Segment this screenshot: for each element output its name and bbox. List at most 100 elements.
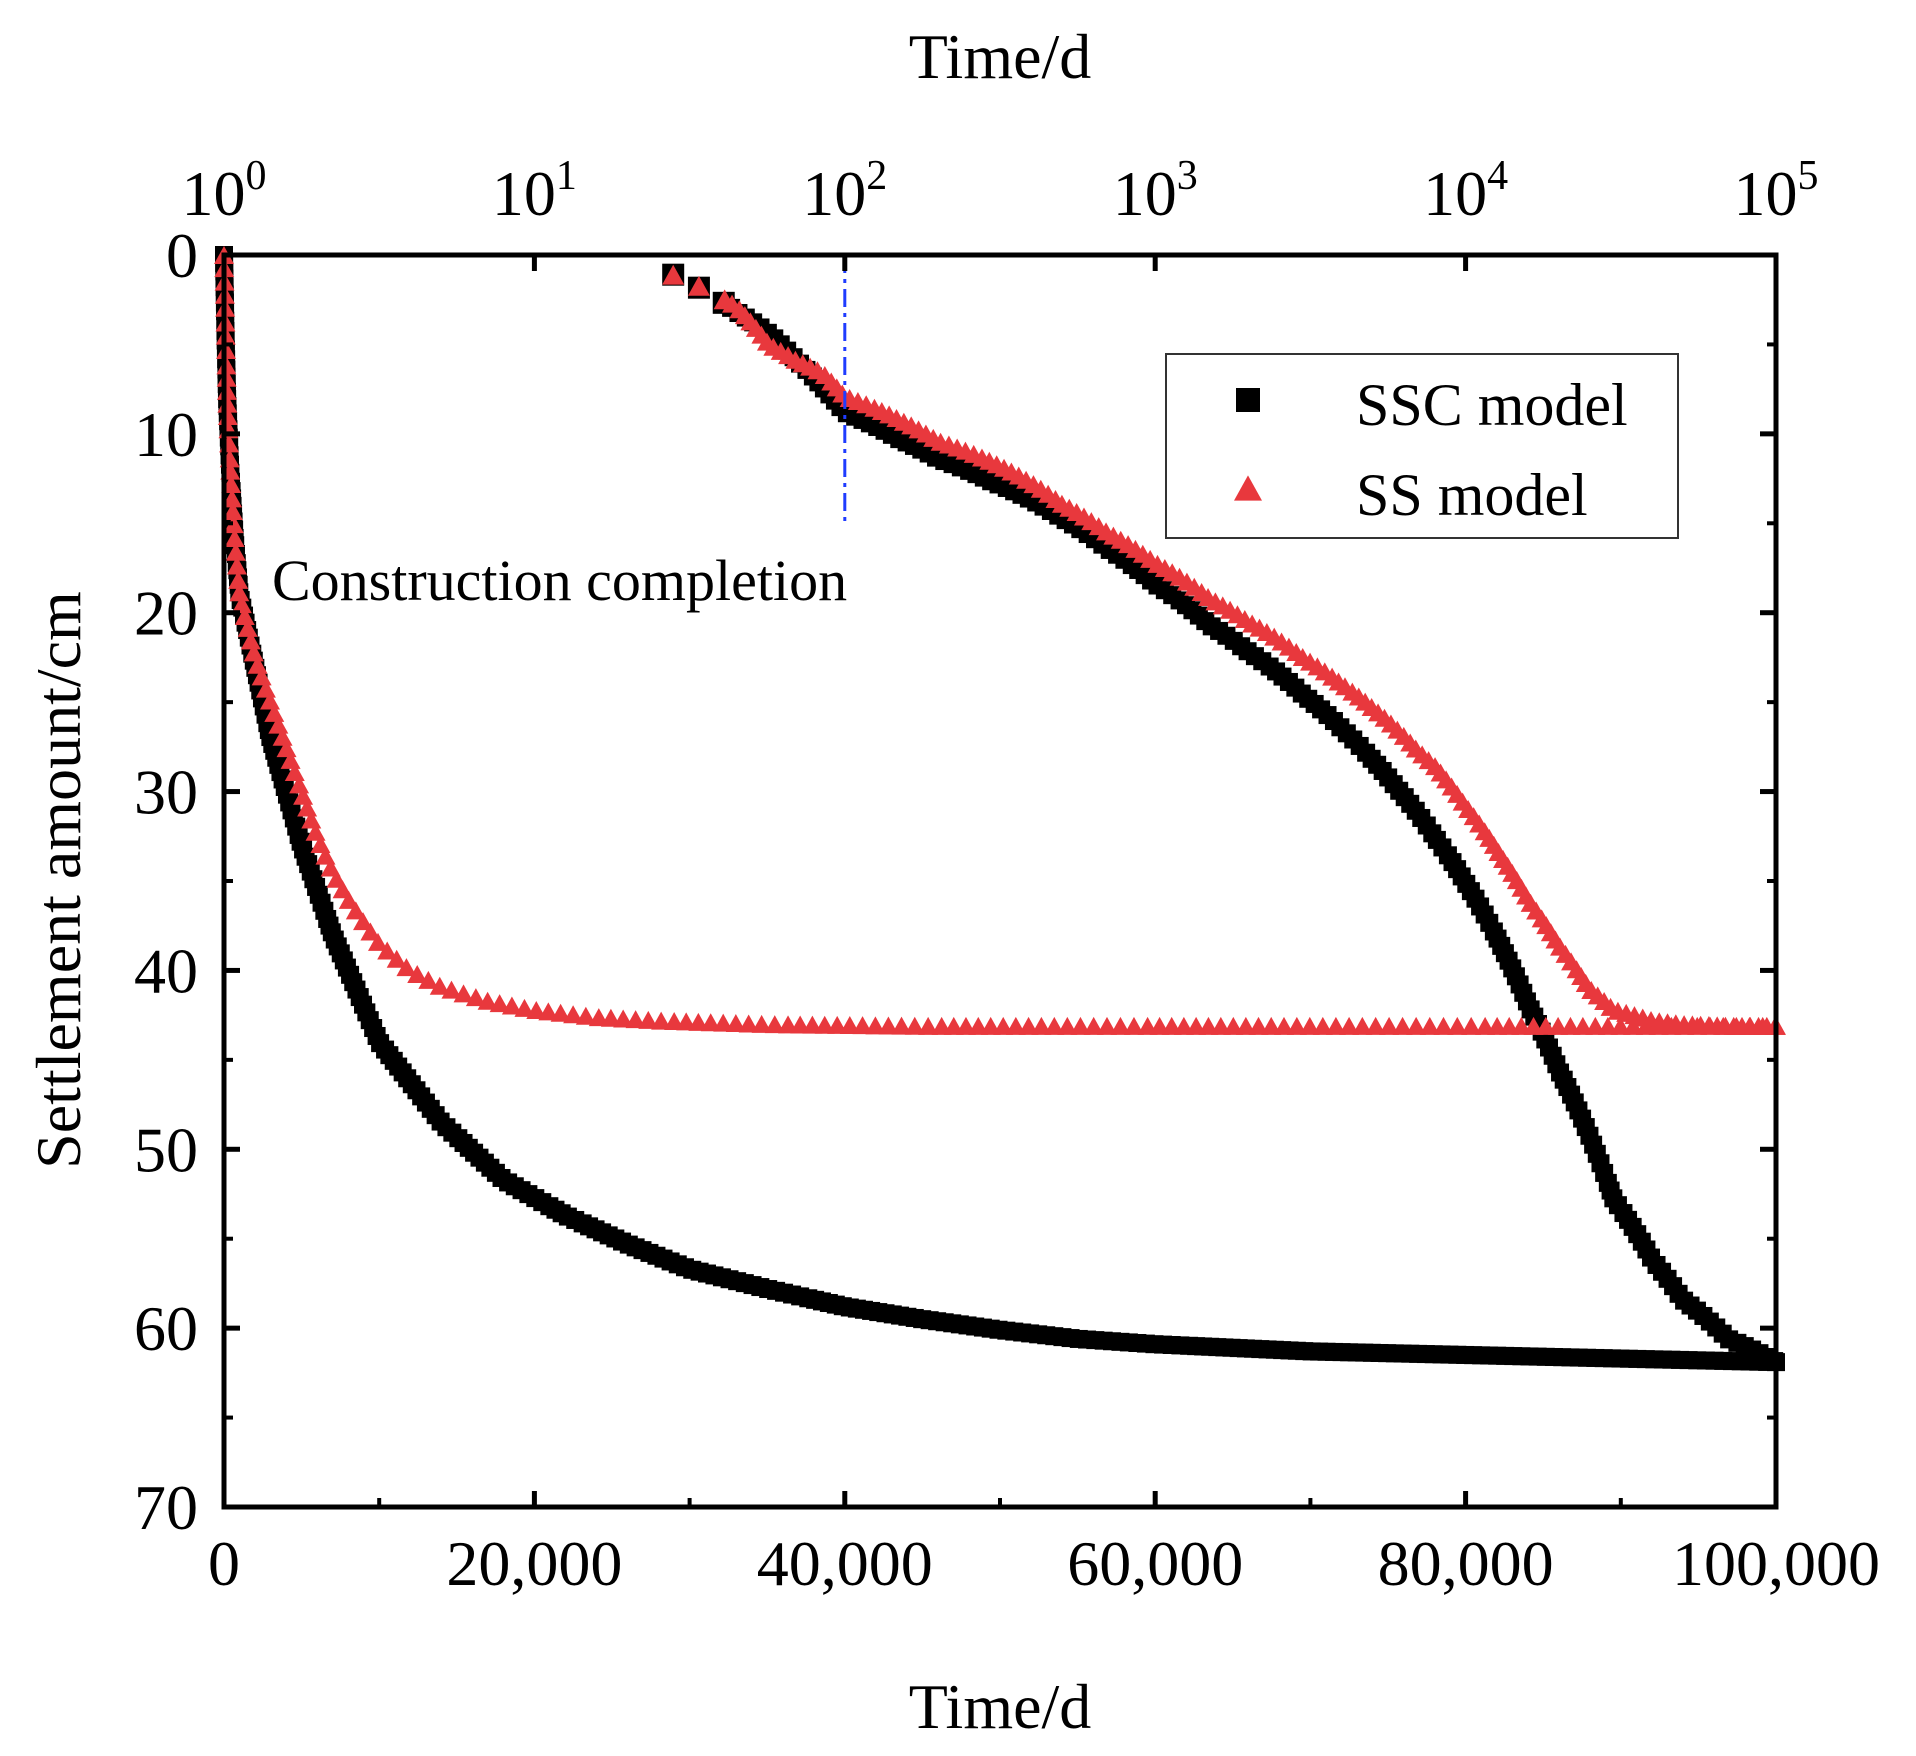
ss-point: [839, 1016, 860, 1035]
ss-point: [226, 556, 247, 575]
ss-point: [301, 810, 322, 829]
ss-point: [489, 994, 510, 1013]
ss-point: [1392, 1016, 1413, 1035]
ss-point: [878, 1016, 899, 1035]
ss-point: [550, 1003, 571, 1022]
ss-point: [852, 1016, 873, 1035]
ss-point: [725, 1014, 746, 1033]
ss-point: [526, 1000, 547, 1019]
ss-point: [600, 1008, 621, 1027]
ss-point: [228, 570, 249, 589]
x-top-tick-label: 104: [1423, 153, 1508, 229]
ss-point: [1031, 1016, 1052, 1035]
ss-point: [687, 275, 710, 296]
ss-point: [1365, 1016, 1386, 1035]
ss-point: [1352, 1016, 1373, 1035]
ss-point: [418, 970, 439, 989]
ss-point: [651, 1011, 672, 1030]
ss-point: [501, 996, 522, 1015]
ss-point: [1379, 1016, 1400, 1035]
ss-point: [251, 667, 272, 686]
x-top-tick-label: 102: [802, 153, 887, 229]
legend-triangle-icon: [1234, 475, 1262, 501]
y-tick-label: 30: [134, 757, 198, 828]
ss-point: [1097, 1016, 1118, 1035]
ss-point: [224, 528, 245, 547]
ss-point: [625, 1010, 646, 1029]
ss-point: [751, 1014, 772, 1033]
ss-point: [993, 1016, 1014, 1035]
ss-point: [1070, 1016, 1091, 1035]
x-bottom-tick-label: 0: [208, 1528, 240, 1599]
ss-point: [891, 1016, 912, 1035]
ss-point: [1610, 1016, 1631, 1035]
ss-point: [827, 1015, 848, 1034]
ss-point: [396, 958, 417, 977]
ss-point: [237, 618, 258, 637]
ss-point: [662, 264, 685, 285]
ss-point: [1339, 1016, 1360, 1035]
ss-point: [284, 762, 305, 781]
ss-point: [222, 489, 243, 508]
ss-point: [538, 1002, 559, 1021]
legend: SSC model SS model: [1165, 353, 1679, 539]
ss-point: [338, 890, 359, 909]
ss-point: [407, 965, 428, 984]
y-tick-label: 50: [134, 1114, 198, 1185]
x-bottom-tick-label: 60,000: [1067, 1528, 1243, 1599]
ss-point: [814, 1015, 835, 1034]
ss-point: [229, 583, 250, 602]
ss-point: [386, 949, 407, 968]
top-axis-title: Time/d: [909, 21, 1092, 92]
ss-point: [367, 932, 388, 951]
ss-point: [1461, 1016, 1482, 1035]
ss-point: [1273, 1016, 1294, 1035]
bottom-axis-title: Time/d: [909, 1671, 1092, 1742]
ss-point: [345, 901, 366, 920]
x-bottom-tick-label: 40,000: [757, 1528, 933, 1599]
x-bottom-tick-label: 80,000: [1378, 1528, 1554, 1599]
ss-point: [268, 715, 289, 734]
ss-point: [918, 1016, 939, 1035]
x-top-tick-label: 100: [182, 153, 267, 229]
ss-point: [1312, 1016, 1333, 1035]
ss-point: [225, 542, 246, 561]
ss-point: [638, 1010, 659, 1029]
ss-point: [1123, 1016, 1144, 1035]
legend-square-icon: [1236, 388, 1260, 412]
ss-point: [980, 1016, 1001, 1035]
ss-point: [1083, 1016, 1104, 1035]
ss-point: [1447, 1016, 1468, 1035]
ss-point: [429, 976, 450, 995]
ss-point: [1005, 1016, 1026, 1035]
annotation-text: Construction completion: [272, 548, 847, 613]
x-top-tick-label: 105: [1734, 153, 1819, 229]
ss-point: [1110, 1016, 1131, 1035]
ss-point: [738, 1014, 759, 1033]
ss-point: [441, 980, 462, 999]
ss-point: [865, 1016, 886, 1035]
y-tick-label: 0: [166, 220, 198, 291]
ss-point: [223, 515, 244, 534]
ss-point: [243, 643, 264, 662]
y-tick-label: 40: [134, 935, 198, 1006]
ss-point: [280, 750, 301, 769]
ss-point: [465, 988, 486, 1007]
y-tick-label: 20: [134, 578, 198, 649]
legend-box: [1165, 353, 1679, 539]
ss-point: [1057, 1016, 1078, 1035]
y-tick-label: 10: [134, 399, 198, 470]
legend-marker-ssc: [1236, 388, 1260, 412]
legend-label-ssc: SSC model: [1356, 372, 1628, 438]
x-bottom-tick-label: 20,000: [446, 1528, 622, 1599]
x-top-tick-label: 101: [492, 153, 577, 229]
ss-point: [453, 984, 474, 1003]
ss-point: [477, 991, 498, 1010]
ss-point: [240, 631, 261, 650]
ss-point: [1261, 1016, 1282, 1035]
y-tick-label: 60: [134, 1293, 198, 1364]
ss-point: [688, 1012, 709, 1031]
